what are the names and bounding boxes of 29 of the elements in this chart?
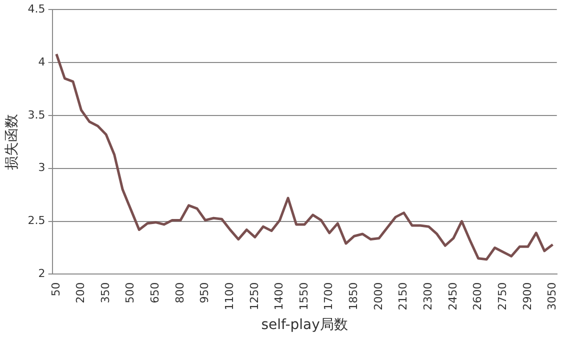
x-tick-label: 650 [148, 282, 162, 304]
x-axis-title: self-play局数 [261, 317, 348, 334]
x-tick-label: 200 [74, 282, 88, 304]
x-tick-label: 500 [124, 282, 137, 304]
y-tick-label: 4 [38, 55, 46, 68]
x-tick-label: 3050 [546, 282, 559, 310]
x-tick-label: 2450 [446, 282, 460, 310]
x-tick-label: 2900 [520, 282, 534, 310]
x-tick-label: 1100 [222, 282, 236, 310]
x-tick-label: 1700 [322, 282, 336, 310]
x-tick-label: 2750 [496, 282, 509, 310]
x-tick-label: 350 [98, 282, 112, 304]
x-tick-label: 2150 [396, 282, 410, 310]
x-tick-label: 950 [198, 282, 212, 304]
y-tick-label: 4.5 [28, 2, 46, 16]
y-tick-label: 3.5 [28, 108, 46, 122]
x-tick-label: 2000 [372, 282, 385, 310]
x-tick-label: 1550 [297, 282, 310, 310]
y-tick-label: 2.5 [28, 214, 46, 228]
x-tick-label: 2600 [471, 282, 484, 310]
y-tick-label: 2 [38, 267, 46, 280]
y-axis-title: 损失函数 [4, 114, 20, 170]
x-tick-label: 1250 [248, 282, 261, 310]
x-tick-label: 2300 [422, 282, 435, 310]
x-tick-label: 50 [49, 282, 62, 296]
x-tick-label: 1850 [347, 282, 360, 310]
x-tick-label: 800 [173, 282, 186, 304]
y-tick-label: 3 [38, 161, 46, 174]
x-tick-label: 1400 [272, 282, 286, 310]
